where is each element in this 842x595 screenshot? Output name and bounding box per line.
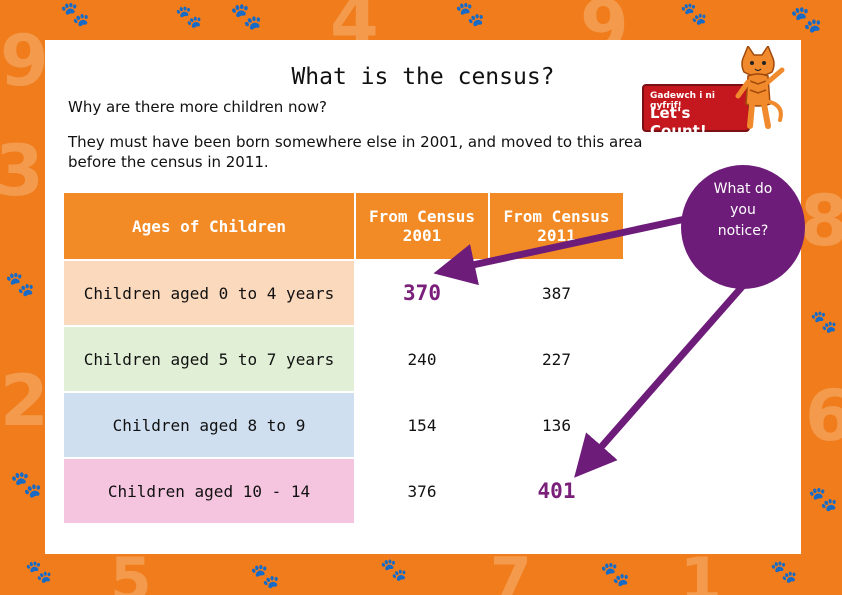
paw-print-icon: 🐾 bbox=[380, 558, 408, 583]
table-row: Children aged 10 - 14 376 401 bbox=[62, 457, 625, 525]
paw-print-icon: 🐾 bbox=[680, 2, 708, 27]
logo-tagline: Gadewch i ni gyfrif! bbox=[650, 91, 715, 111]
what-do-you-notice-bubble: What do you notice? bbox=[681, 165, 805, 289]
paw-print-icon: 🐾 bbox=[60, 0, 90, 28]
table-row: Children aged 8 to 9 154 136 bbox=[62, 391, 625, 459]
arrow-to-401 bbox=[574, 277, 751, 478]
paw-print-icon: 🐾 bbox=[808, 485, 838, 513]
decor-digit: 9 bbox=[0, 20, 49, 102]
paw-print-icon: 🐾 bbox=[810, 310, 838, 335]
age-group-label: Children aged 5 to 7 years bbox=[62, 325, 356, 393]
paw-print-icon: 🐾 bbox=[5, 270, 35, 298]
lets-count-logo: Gadewch i ni gyfrif! Let's Count! bbox=[642, 84, 750, 140]
callout-text: What do you notice? bbox=[713, 180, 773, 239]
logo-name: Let's Count! bbox=[650, 104, 707, 140]
paw-print-icon: 🐾 bbox=[790, 5, 823, 35]
census-table: Ages of Children From Census 2001 From C… bbox=[62, 191, 625, 525]
paw-print-icon: 🐾 bbox=[175, 5, 203, 30]
age-group-label: Children aged 8 to 9 bbox=[62, 391, 356, 459]
column-header-ages: Ages of Children bbox=[62, 191, 356, 261]
decor-digit: 2 bbox=[0, 360, 49, 442]
paw-print-icon: 🐾 bbox=[25, 560, 53, 585]
value-2001: 240 bbox=[354, 325, 490, 393]
decor-digit: 6 bbox=[805, 375, 842, 457]
question-text: Why are there more children now? bbox=[68, 98, 327, 116]
arrow-to-370 bbox=[433, 214, 691, 286]
paw-print-icon: 🐾 bbox=[230, 2, 263, 32]
table-row: Children aged 5 to 7 years 240 227 bbox=[62, 325, 625, 393]
paw-print-icon: 🐾 bbox=[770, 560, 798, 585]
paw-print-icon: 🐾 bbox=[455, 0, 485, 28]
value-2001: 154 bbox=[354, 391, 490, 459]
decor-digit: 8 bbox=[800, 180, 842, 262]
paw-print-icon: 🐾 bbox=[250, 562, 280, 590]
cat-mascot-icon bbox=[735, 46, 785, 129]
value-2001: 376 bbox=[354, 457, 490, 525]
paw-print-icon: 🐾 bbox=[10, 470, 43, 500]
value-2011: 387 bbox=[488, 259, 625, 327]
explanation-text: They must have been born somewhere else … bbox=[68, 133, 643, 171]
paw-print-icon: 🐾 bbox=[600, 560, 630, 588]
content-card: What is the census? Why are there more c… bbox=[45, 40, 801, 554]
decor-digit: 3 bbox=[0, 130, 44, 212]
age-group-label: Children aged 0 to 4 years bbox=[62, 259, 356, 327]
value-2011: 227 bbox=[488, 325, 625, 393]
age-group-label: Children aged 10 - 14 bbox=[62, 457, 356, 525]
table-row: Children aged 0 to 4 years 370 387 bbox=[62, 259, 625, 327]
page-title: What is the census? bbox=[291, 64, 555, 90]
